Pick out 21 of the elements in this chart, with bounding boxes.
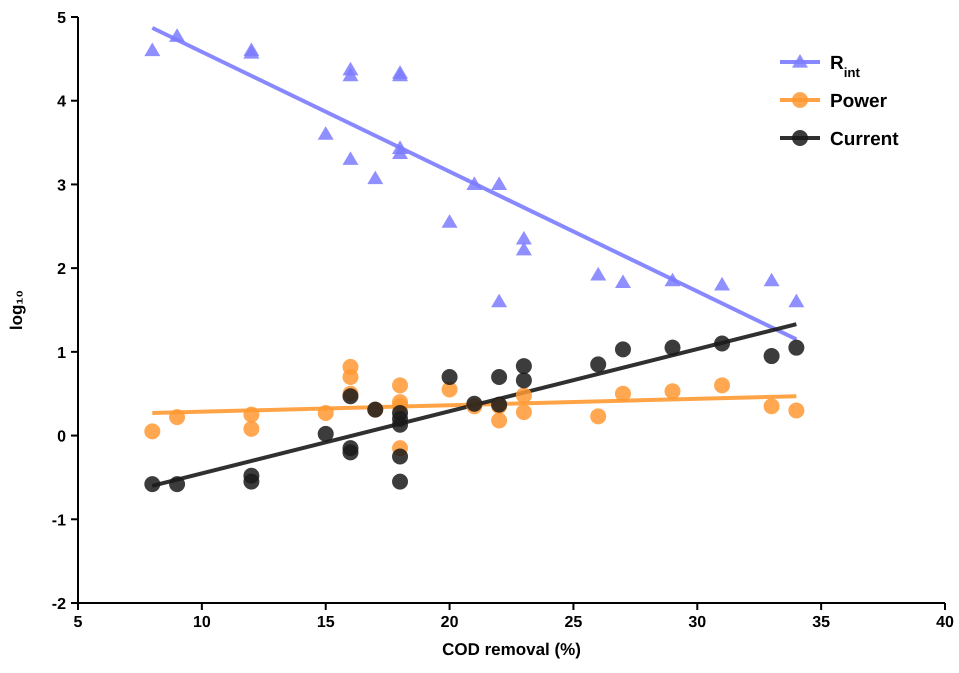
- x-tick-label: 5: [74, 614, 83, 631]
- x-tick-label: 20: [440, 614, 459, 631]
- x-tick-label: 30: [688, 614, 706, 631]
- y-tick-label: 3: [57, 177, 66, 194]
- x-tick-label: 35: [812, 614, 830, 631]
- legend-label: Current: [830, 129, 900, 150]
- y-tick-label: 5: [57, 10, 66, 27]
- x-tick-label: 10: [192, 614, 211, 631]
- y-axis-title: log₁₀: [7, 290, 26, 330]
- x-axis-title: COD removal (%): [442, 640, 581, 659]
- y-tick-label: 0: [57, 428, 66, 446]
- x-tick-label: 40: [936, 614, 954, 631]
- y-tick-label: 1: [57, 344, 66, 362]
- x-tick-label: 25: [564, 614, 582, 631]
- x-tick-label: 15: [316, 614, 335, 631]
- y-tick-label: -1: [52, 512, 66, 530]
- legend-label: Power: [830, 91, 888, 112]
- legend-label: R$_{int}$: [830, 53, 861, 80]
- y-tick-label: 2: [57, 261, 66, 278]
- y-tick-label: -2: [52, 596, 66, 613]
- y-tick-label: 4: [57, 94, 66, 111]
